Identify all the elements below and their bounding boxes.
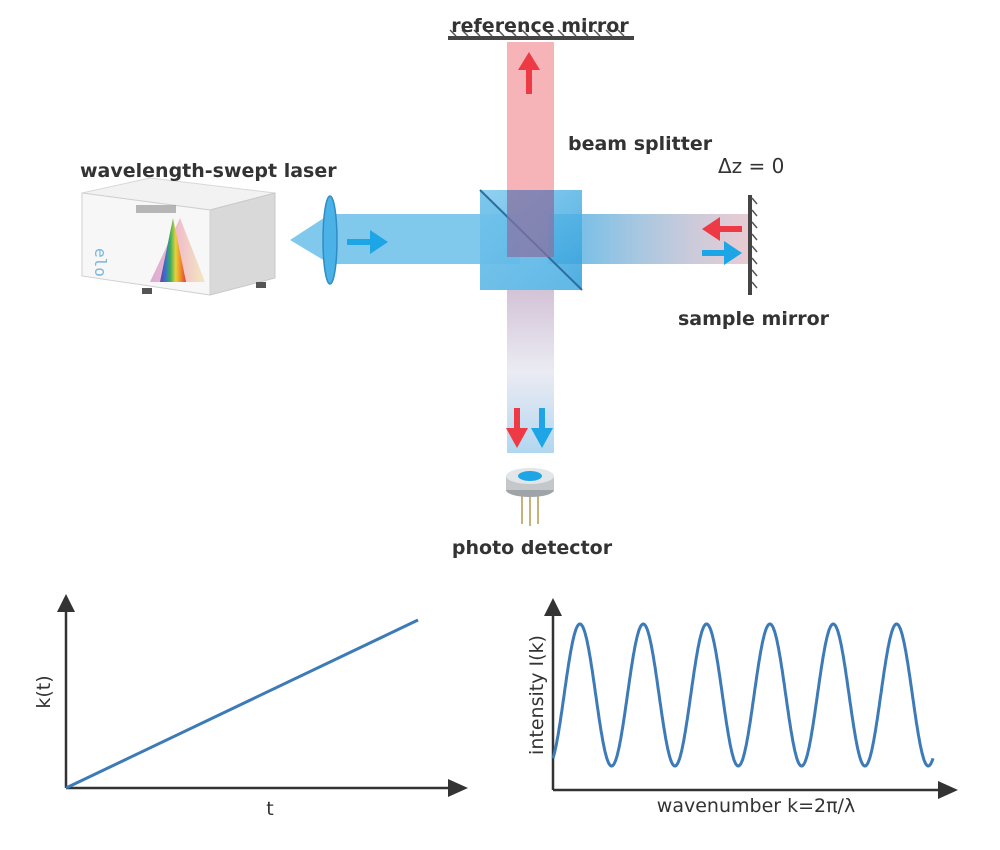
reference-mirror-hatch [449,29,625,37]
beam-splitter-label: beam splitter [568,133,713,155]
ref-up-arrow [518,52,540,94]
sample-mirror-hatch [751,197,758,289]
chart-intensity: wavenumber k=2π/λ intensity I(k) [526,598,958,817]
sample-mirror-label: sample mirror [678,308,830,330]
chart-k-of-t: t k(t) [33,594,468,820]
chart1-x-arrow [448,779,468,797]
photo-detector-label: photo detector [452,537,613,559]
reference-mirror-label: reference mirror [451,15,629,37]
chart2-x-arrow [938,781,958,799]
detector-blue-arrow [531,408,553,448]
beam-splitter [479,189,583,291]
sample-return-arrow [702,217,742,241]
reference-mirror [448,36,634,40]
svg-text:elo: elo [91,248,110,277]
chart1-ylabel: k(t) [33,675,55,708]
lens [322,195,338,285]
chart1-y-arrow [57,594,75,612]
chart2-xlabel: wavenumber k=2π/λ [657,795,855,817]
detector-red-arrow [506,408,528,448]
photo-detector-device [506,468,554,526]
sample-forward-arrow [702,241,742,265]
sample-mirror [748,195,752,295]
laser-label: wavelength-swept laser [80,160,337,182]
laser-device: elo [81,177,276,296]
input-arrow [347,230,388,254]
delta-z-label: Δz = 0 [718,154,784,178]
chart2-series-line [551,622,935,768]
chart2-ylabel: intensity I(k) [526,635,548,755]
chart1-series-line [65,618,419,790]
input-beam [290,214,520,264]
chart1-xlabel: t [266,798,273,820]
chart2-y-arrow [544,598,562,616]
